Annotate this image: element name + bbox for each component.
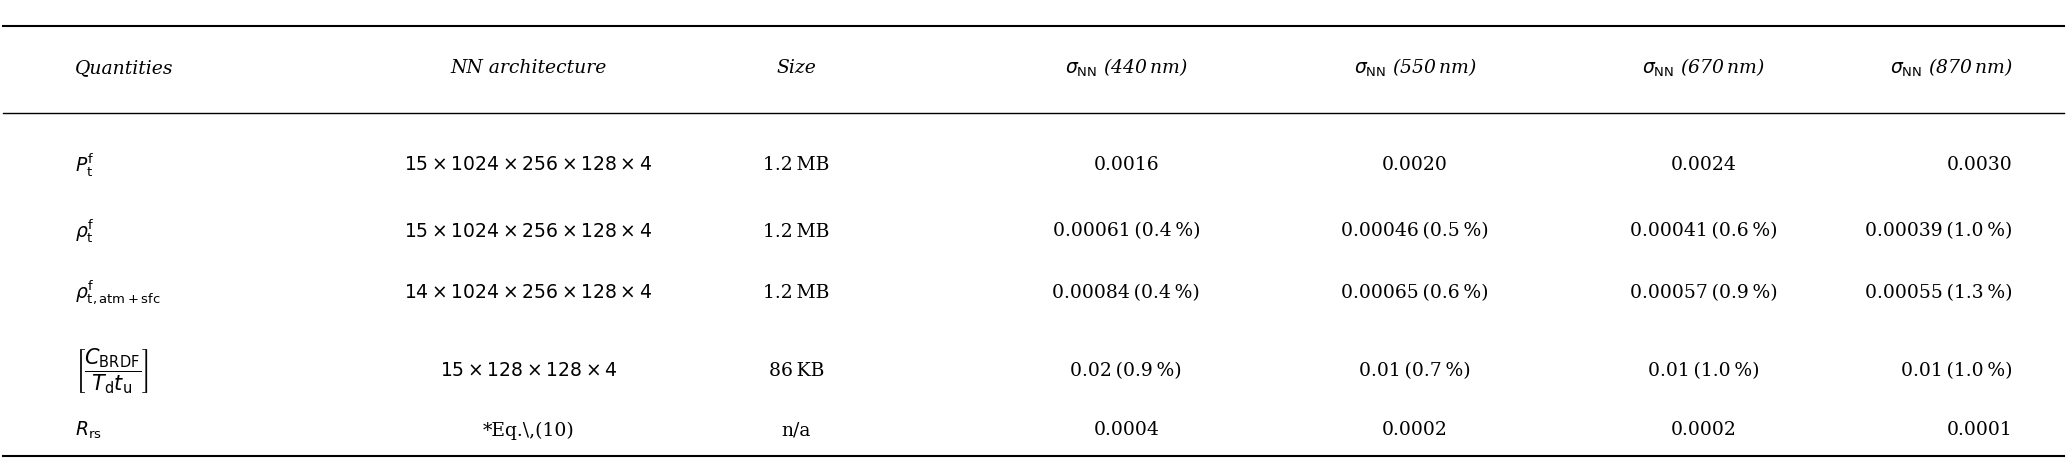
Text: 0.0016: 0.0016 — [1093, 156, 1160, 174]
Text: 1.2 MB: 1.2 MB — [763, 284, 829, 302]
Text: 1.2 MB: 1.2 MB — [763, 223, 829, 240]
Text: 0.0024: 0.0024 — [1670, 156, 1736, 174]
Text: $\left[\dfrac{C_\mathrm{BRDF}}{T_\mathrm{d}t_\mathrm{u}}\right]$: $\left[\dfrac{C_\mathrm{BRDF}}{T_\mathrm… — [74, 346, 149, 396]
Text: $\sigma_{\mathrm{NN}}$ (440$\,$nm): $\sigma_{\mathrm{NN}}$ (440$\,$nm) — [1065, 56, 1189, 79]
Text: NN architecture: NN architecture — [451, 59, 606, 77]
Text: n/a: n/a — [781, 421, 810, 439]
Text: 0.00046 (0.5 %): 0.00046 (0.5 %) — [1341, 223, 1488, 240]
Text: 0.00084 (0.4 %): 0.00084 (0.4 %) — [1052, 284, 1201, 302]
Text: Quantities: Quantities — [74, 59, 174, 77]
Text: 0.0001: 0.0001 — [1947, 421, 2013, 439]
Text: *Eq.\,(10): *Eq.\,(10) — [482, 421, 575, 439]
Text: 0.00057 (0.9 %): 0.00057 (0.9 %) — [1629, 284, 1778, 302]
Text: $\sigma_{\mathrm{NN}}$ (870$\,$nm): $\sigma_{\mathrm{NN}}$ (870$\,$nm) — [1889, 56, 2013, 79]
Text: 0.00061 (0.4 %): 0.00061 (0.4 %) — [1052, 223, 1201, 240]
Text: Size: Size — [777, 59, 816, 77]
Text: 0.0004: 0.0004 — [1093, 421, 1160, 439]
Text: 0.0030: 0.0030 — [1947, 156, 2013, 174]
Text: 0.00065 (0.6 %): 0.00065 (0.6 %) — [1341, 284, 1488, 302]
Text: $\sigma_{\mathrm{NN}}$ (670$\,$nm): $\sigma_{\mathrm{NN}}$ (670$\,$nm) — [1641, 56, 1765, 79]
Text: 0.02 (0.9 %): 0.02 (0.9 %) — [1071, 362, 1182, 380]
Text: 0.0020: 0.0020 — [1383, 156, 1447, 174]
Text: 1.2 MB: 1.2 MB — [763, 156, 829, 174]
Text: $P_\mathrm{t}^\mathrm{f}$: $P_\mathrm{t}^\mathrm{f}$ — [74, 151, 95, 179]
Text: $15\times1024\times256\times128\times4$: $15\times1024\times256\times128\times4$ — [405, 156, 653, 174]
Text: $15\times1024\times256\times128\times4$: $15\times1024\times256\times128\times4$ — [405, 223, 653, 240]
Text: $\rho_\mathrm{t}^\mathrm{f}$: $\rho_\mathrm{t}^\mathrm{f}$ — [74, 218, 95, 245]
Text: $\sigma_{\mathrm{NN}}$ (550$\,$nm): $\sigma_{\mathrm{NN}}$ (550$\,$nm) — [1354, 56, 1476, 79]
Text: 0.00039 (1.0 %): 0.00039 (1.0 %) — [1864, 223, 2013, 240]
Text: $14\times1024\times256\times128\times4$: $14\times1024\times256\times128\times4$ — [405, 284, 653, 302]
Text: 0.0002: 0.0002 — [1383, 421, 1447, 439]
Text: $15\times128\times128\times4$: $15\times128\times128\times4$ — [440, 362, 618, 380]
Text: 0.00041 (0.6 %): 0.00041 (0.6 %) — [1629, 223, 1778, 240]
Text: 0.0002: 0.0002 — [1670, 421, 1736, 439]
Text: $\rho_{\mathrm{t,atm+sfc}}^\mathrm{f}$: $\rho_{\mathrm{t,atm+sfc}}^\mathrm{f}$ — [74, 279, 161, 307]
Text: 0.01 (0.7 %): 0.01 (0.7 %) — [1360, 362, 1472, 380]
Text: $R_\mathrm{rs}$: $R_\mathrm{rs}$ — [74, 420, 101, 441]
Text: 0.01 (1.0 %): 0.01 (1.0 %) — [1647, 362, 1759, 380]
Text: 0.00055 (1.3 %): 0.00055 (1.3 %) — [1864, 284, 2013, 302]
Text: 0.01 (1.0 %): 0.01 (1.0 %) — [1902, 362, 2013, 380]
Text: 86 KB: 86 KB — [769, 362, 825, 380]
